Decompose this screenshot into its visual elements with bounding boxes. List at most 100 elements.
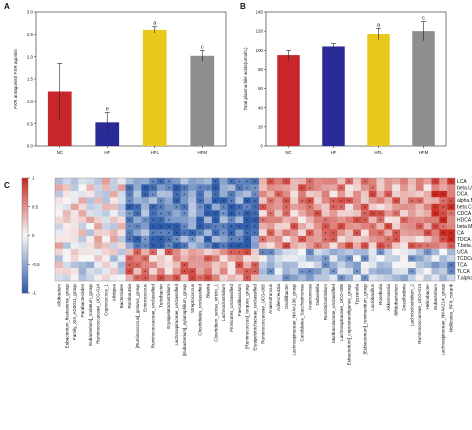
heatmap-cell — [384, 203, 393, 211]
significance-marker: * — [129, 257, 131, 262]
heatmap-cell — [204, 248, 212, 256]
heatmap-cell — [353, 248, 361, 256]
significance-marker: * — [168, 237, 170, 242]
heatmap-cell — [313, 210, 322, 217]
significance-marker: * — [317, 212, 319, 217]
significance-marker: * — [356, 270, 358, 275]
heatmap-cell — [290, 178, 299, 185]
significance-marker: * — [160, 205, 162, 210]
significance-marker: * — [254, 179, 256, 184]
heatmap-cell — [423, 261, 432, 269]
heatmap-cell — [180, 210, 189, 217]
heatmap-cell — [211, 274, 220, 282]
heatmap-cell — [353, 223, 361, 230]
heatmap-cell — [368, 178, 377, 185]
heatmap-cell — [149, 268, 158, 275]
heatmap-cell — [94, 197, 103, 204]
heatmap-cell — [156, 242, 165, 249]
significance-marker: * — [215, 244, 217, 249]
heatmap-cell — [353, 178, 361, 185]
heatmap-cell — [407, 229, 416, 237]
colorbar-segment — [22, 178, 28, 182]
significance-marker: * — [286, 199, 288, 204]
significance-marker: * — [231, 205, 233, 210]
heatmap-cell — [172, 197, 181, 204]
heatmap-cell — [141, 242, 150, 249]
significance-marker: * — [199, 231, 201, 236]
significance-marker: * — [199, 218, 201, 223]
significance-marker: * — [184, 270, 186, 275]
heatmap-cell — [384, 210, 393, 217]
colorbar-segment — [22, 258, 28, 262]
heatmap-cell — [86, 229, 95, 237]
significance-marker: * — [340, 199, 342, 204]
heatmap-cell — [353, 210, 361, 217]
heatmap-cell — [117, 184, 126, 191]
heatmap-cell — [274, 203, 283, 211]
heatmap-cell — [298, 216, 307, 224]
significance-marker: * — [176, 186, 178, 191]
heatmap-cell — [156, 229, 165, 237]
significance-marker: * — [223, 199, 225, 204]
significance-marker: * — [411, 199, 413, 204]
heatmap-cell — [407, 190, 416, 198]
significance-marker: * — [364, 244, 366, 249]
heatmap-cell — [274, 274, 283, 282]
significance-letter: a — [377, 22, 381, 28]
heatmap-cell — [329, 203, 338, 211]
heatmap-cell — [141, 197, 150, 204]
heatmap-cell — [313, 216, 322, 224]
heatmap-cell — [62, 274, 71, 282]
heatmap-cell — [258, 242, 267, 249]
heatmap-cell — [219, 261, 228, 269]
heatmap-cell — [164, 197, 173, 204]
y-tick-label: 2.5 — [27, 32, 34, 37]
heatmap-cell — [188, 197, 197, 204]
heatmap-cell — [329, 268, 338, 275]
significance-marker: * — [160, 212, 162, 217]
heatmap-cell — [439, 216, 448, 224]
column-label: Clostridium_sensu_stricto_1 — [213, 284, 218, 342]
heatmap-cell — [235, 248, 244, 256]
heatmap-cell — [415, 178, 424, 185]
heatmap-cell — [125, 229, 134, 237]
heatmap-cell — [78, 184, 87, 191]
significance-marker: * — [223, 212, 225, 217]
significance-marker: * — [199, 192, 201, 197]
colorbar-segment — [22, 229, 28, 233]
significance-marker: * — [450, 179, 452, 184]
heatmap-cell — [439, 197, 448, 204]
heatmap-cell — [384, 248, 393, 256]
heatmap-cell — [282, 223, 291, 230]
heatmap-cell — [415, 268, 424, 275]
significance-marker: * — [231, 250, 233, 255]
y-tick-label: 100 — [256, 48, 264, 53]
significance-marker: * — [254, 225, 256, 230]
heatmap-cell — [360, 229, 369, 237]
significance-marker: * — [160, 276, 162, 281]
heatmap-cell — [62, 248, 71, 256]
heatmap-cell — [368, 229, 377, 237]
heatmap-cell — [125, 223, 134, 230]
heatmap-cell — [149, 242, 158, 249]
significance-marker: * — [395, 199, 397, 204]
significance-marker: * — [129, 270, 131, 275]
heatmap-cell — [219, 203, 228, 211]
heatmap-cell — [266, 210, 275, 217]
significance-marker: * — [238, 212, 240, 217]
colorbar-segment — [22, 287, 28, 291]
heatmap-cell — [290, 229, 299, 237]
heatmap-cell — [360, 274, 369, 282]
heatmap-cell — [235, 255, 244, 262]
heatmap-cell — [196, 178, 205, 185]
significance-marker: * — [136, 276, 138, 281]
heatmap-cell — [313, 274, 322, 282]
heatmap-cell — [345, 274, 354, 282]
heatmap-cell — [172, 229, 181, 237]
heatmap-cell — [70, 190, 79, 198]
significance-marker: * — [419, 244, 421, 249]
significance-marker: * — [309, 199, 311, 204]
heatmap-cell — [149, 248, 158, 256]
heatmap-cell — [149, 255, 158, 262]
heatmap-cell — [188, 268, 197, 275]
